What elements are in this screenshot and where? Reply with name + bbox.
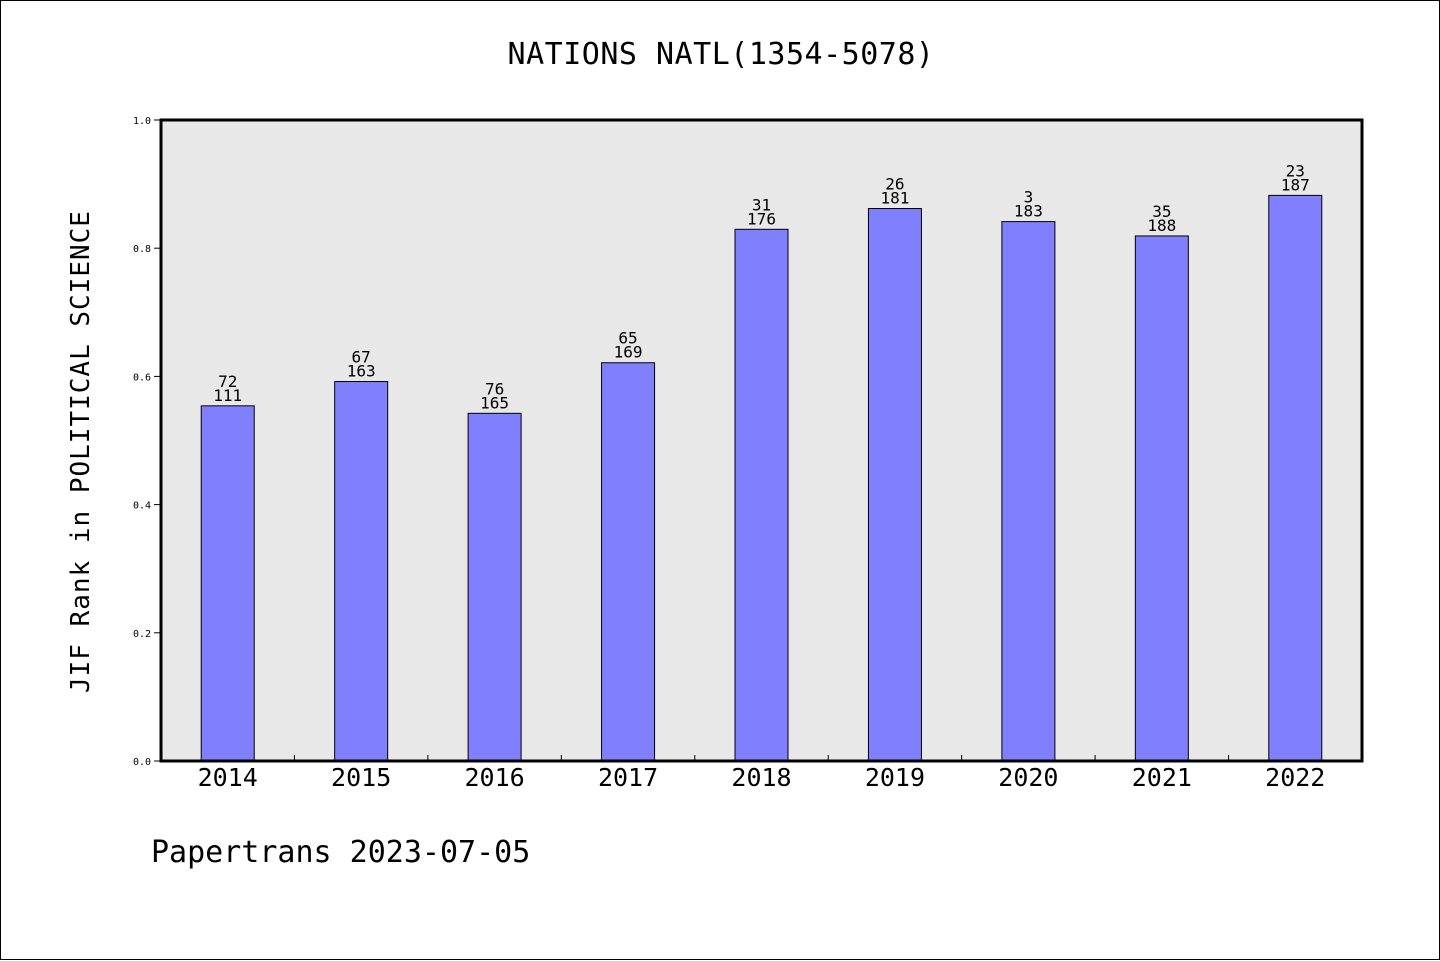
bar-label-rank: 3 bbox=[1024, 188, 1034, 207]
bar-2014 bbox=[200, 405, 255, 762]
x-tick-label: 2015 bbox=[331, 763, 391, 792]
bar-label-total: 163 bbox=[347, 362, 376, 381]
bar-label-total: 169 bbox=[614, 343, 643, 362]
bar-label-rank: 35 bbox=[1152, 202, 1171, 221]
y-tick-label: 0.2 bbox=[133, 629, 151, 640]
bar-label-total: 165 bbox=[480, 393, 509, 412]
bar-label-rank: 26 bbox=[885, 175, 904, 194]
bar-label-total: 187 bbox=[1281, 175, 1310, 194]
y-tick-label: 0.6 bbox=[133, 372, 151, 383]
bar-label-total: 181 bbox=[880, 189, 909, 208]
bar-label-total: 188 bbox=[1147, 216, 1176, 235]
x-tick-label: 2018 bbox=[731, 763, 791, 792]
bar-label-rank: 72 bbox=[218, 372, 237, 391]
x-tick-label: 2020 bbox=[998, 763, 1058, 792]
x-tick-label: 2019 bbox=[865, 763, 925, 792]
y-tick-label: 0.8 bbox=[133, 244, 151, 255]
y-tick-label: 0.0 bbox=[133, 757, 151, 768]
bar-2015 bbox=[334, 381, 389, 762]
bar-label-total: 183 bbox=[1014, 202, 1043, 221]
bar-2022 bbox=[1268, 194, 1323, 762]
footer-credit: Papertrans 2023-07-05 bbox=[151, 835, 531, 870]
bar-2021 bbox=[1134, 235, 1189, 762]
bar-2019 bbox=[867, 208, 922, 762]
x-tick-label: 2016 bbox=[465, 763, 525, 792]
y-tick-label: 0.4 bbox=[133, 501, 151, 512]
chart-title: NATIONS NATL(1354-5078) bbox=[507, 37, 935, 72]
plot-border bbox=[159, 118, 1364, 763]
bar-label-rank: 23 bbox=[1286, 161, 1305, 180]
bar-label-rank: 76 bbox=[485, 379, 504, 398]
bar-2020 bbox=[1001, 221, 1056, 762]
bar-label-rank: 65 bbox=[618, 329, 637, 348]
x-tick-label: 2017 bbox=[598, 763, 658, 792]
bar-label-total: 111 bbox=[213, 386, 242, 405]
bar-2018 bbox=[734, 228, 789, 762]
bar-label-total: 176 bbox=[747, 209, 776, 228]
y-tick-label: 1.0 bbox=[133, 116, 151, 127]
bar-label-rank: 67 bbox=[352, 348, 371, 367]
x-tick-label: 2014 bbox=[198, 763, 258, 792]
x-tick-label: 2022 bbox=[1265, 763, 1325, 792]
bar-label-rank: 31 bbox=[752, 195, 771, 214]
bar-2016 bbox=[467, 412, 522, 762]
bar-2017 bbox=[601, 362, 656, 762]
x-tick-label: 2021 bbox=[1132, 763, 1192, 792]
